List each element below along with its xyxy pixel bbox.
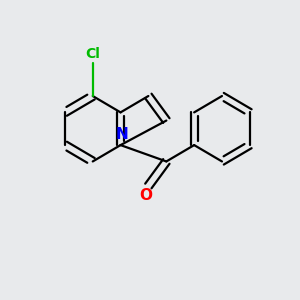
Text: N: N	[116, 128, 129, 142]
Text: O: O	[139, 188, 152, 202]
Text: Cl: Cl	[85, 47, 100, 61]
